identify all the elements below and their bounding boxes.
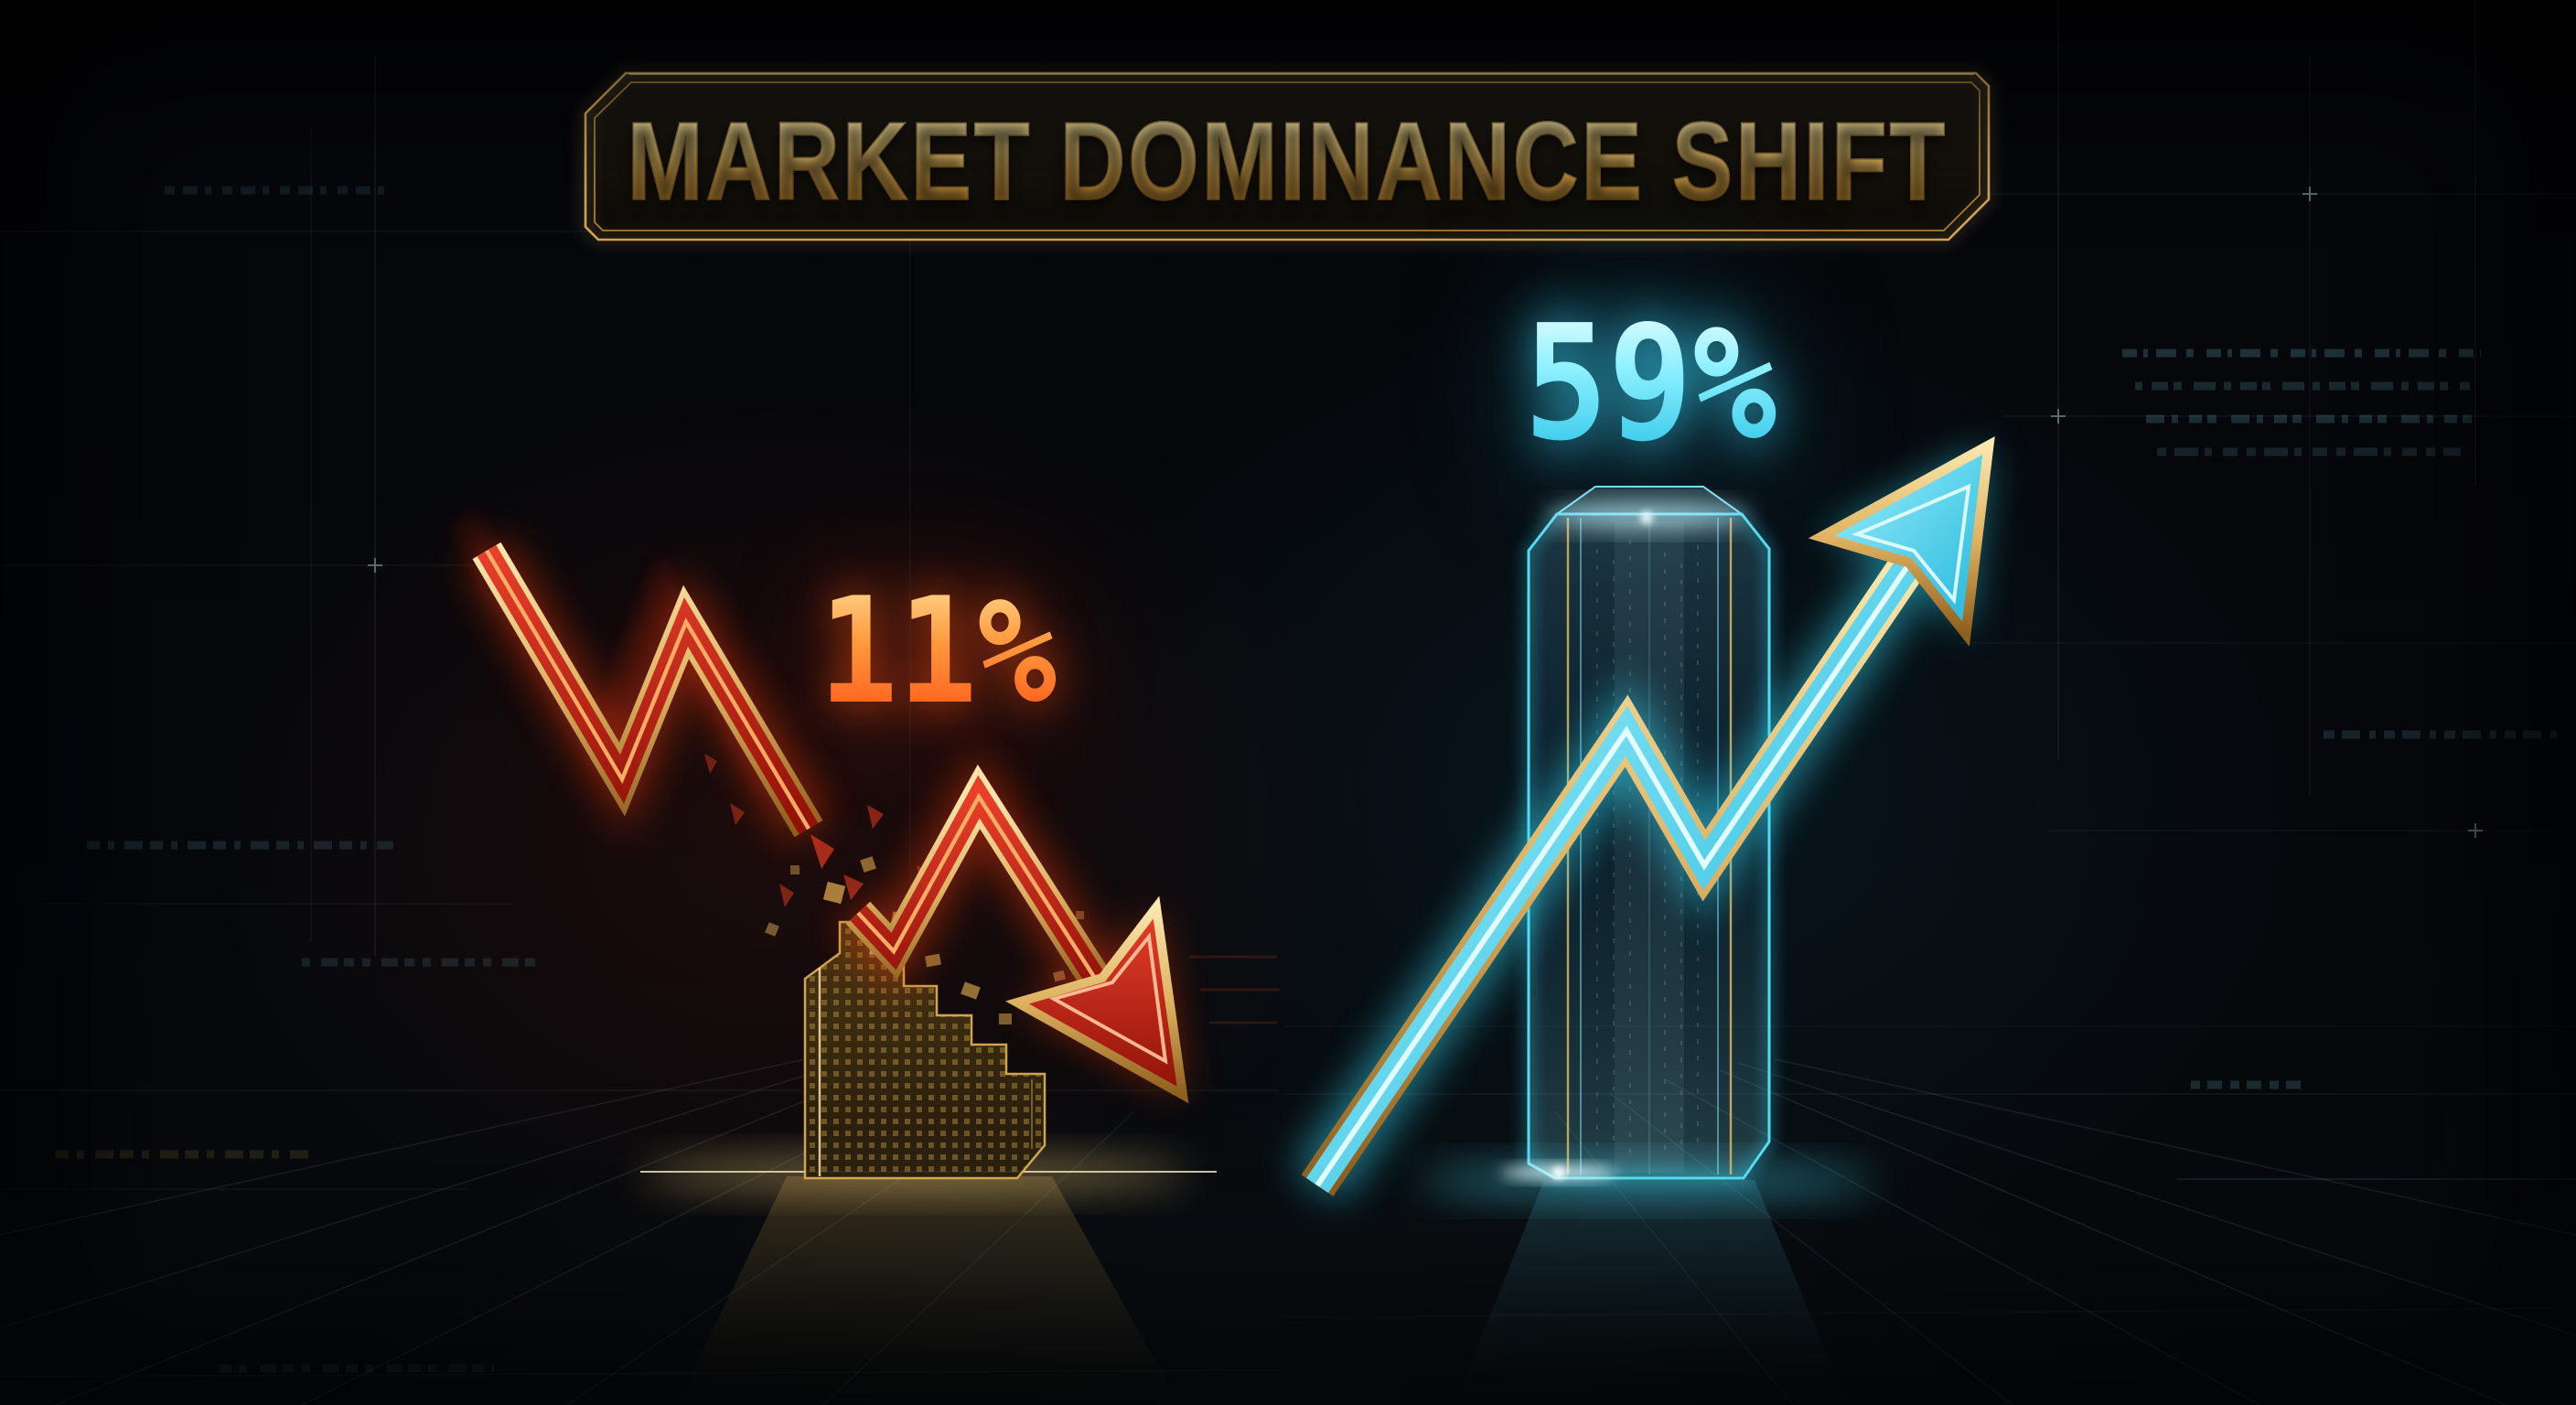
right-category-line2: (₹2.5CR+) xyxy=(1543,1298,1768,1357)
background-grid xyxy=(0,0,2576,1373)
down-arrow-icon xyxy=(449,509,1279,1104)
right-category-label: LUXURY (₹2.5CR+) xyxy=(1381,1237,1930,1357)
title-banner: MARKET DOMINANCE SHIFT xyxy=(585,88,1989,234)
base-flare xyxy=(1500,1134,1617,1209)
page-title: MARKET DOMINANCE SHIFT xyxy=(627,98,1948,224)
glass-bar-icon xyxy=(1500,486,1774,1209)
broken-bar-icon xyxy=(704,754,1084,1180)
floor-grid xyxy=(0,1025,2576,1405)
left-percent-value: 11% xyxy=(789,565,1086,736)
right-percent-value: 59% xyxy=(1508,291,1792,477)
red-shards xyxy=(704,754,931,907)
cyan-light-beam xyxy=(1454,1180,1848,1405)
up-arrow-icon xyxy=(1293,436,1995,1202)
left-category-line1: AFFORDABLE xyxy=(756,1238,1078,1296)
left-category-line2: HOUSING xyxy=(808,1298,1025,1357)
title-plaque xyxy=(581,69,1993,244)
gold-light-beam xyxy=(677,1176,1180,1405)
left-category-label: AFFORDABLE HOUSING xyxy=(642,1237,1191,1357)
right-category-line1: LUXURY xyxy=(1561,1238,1751,1296)
